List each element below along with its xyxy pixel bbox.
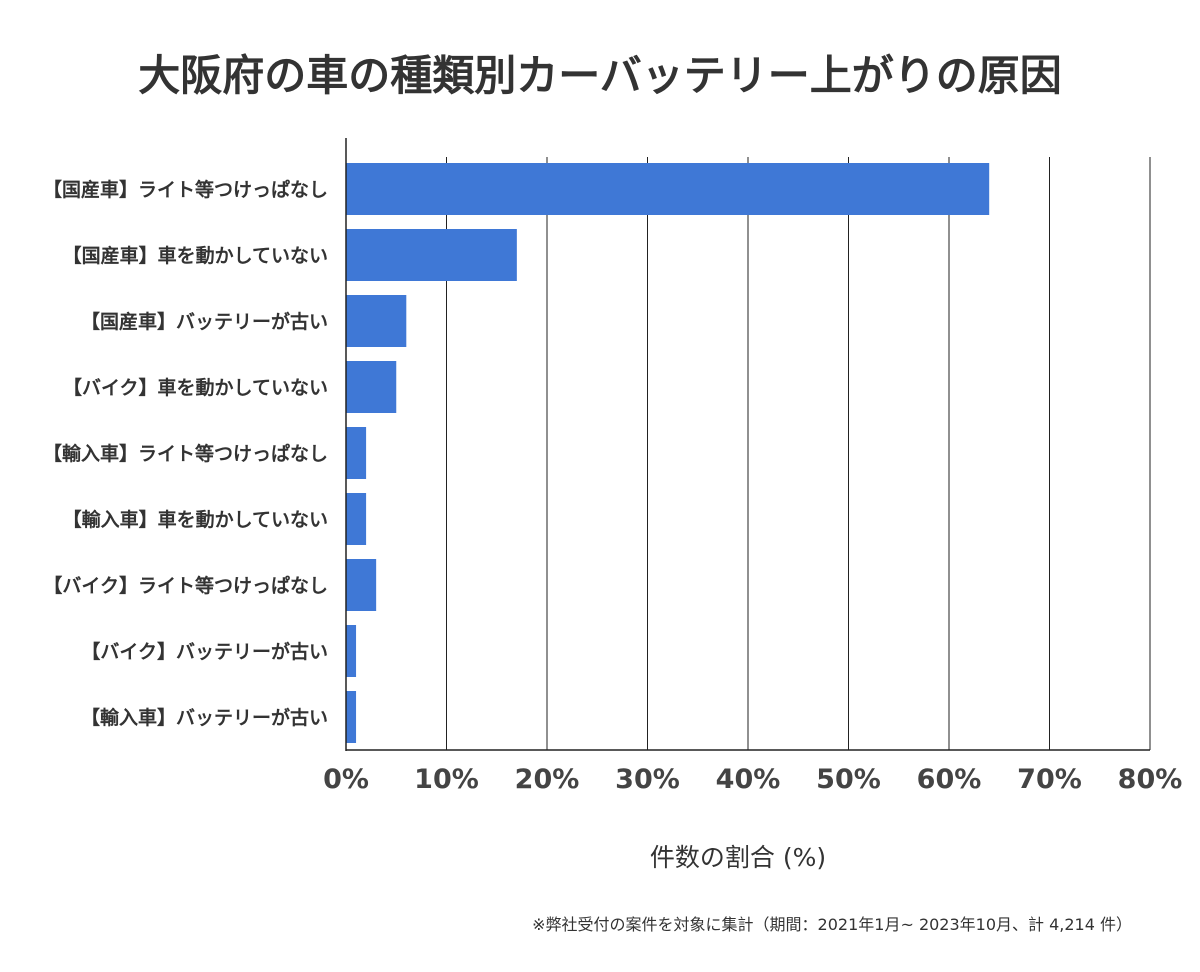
category-label: 【国産車】車を動かしていない <box>63 244 328 267</box>
gridlines <box>446 157 1151 750</box>
x-tick-labels: 0% 10% 20% 30% 40% 50% 60% 70% 80% <box>323 764 1182 795</box>
bar <box>346 493 367 545</box>
x-tick-label: 20% <box>515 764 580 795</box>
x-tick-label: 10% <box>414 764 479 795</box>
category-label: 【輸入車】車を動かしていない <box>63 508 328 531</box>
category-label: 【国産車】バッテリーが古い <box>81 310 328 333</box>
x-tick-label: 70% <box>1017 764 1082 795</box>
x-tick-label: 0% <box>323 764 369 795</box>
bar <box>346 559 377 611</box>
category-label: 【バイク】ライト等つけっぱなし <box>43 574 328 597</box>
bar <box>346 691 357 743</box>
footnote: ※弊社受付の案件を対象に集計（期間：2021年1月~ 2023年10月、計 4,… <box>532 915 1132 934</box>
bars <box>346 163 990 743</box>
x-tick-label: 50% <box>816 764 881 795</box>
chart-title: 大阪府の車の種類別カーバッテリー上がりの原因 <box>138 51 1062 100</box>
x-tick-label: 60% <box>917 764 982 795</box>
category-label: 【バイク】バッテリーが古い <box>81 640 328 663</box>
category-labels: 【国産車】ライト等つけっぱなし【国産車】車を動かしていない【国産車】バッテリーが… <box>43 178 328 729</box>
bar <box>346 295 407 347</box>
bar <box>346 229 517 281</box>
category-label: 【輸入車】ライト等つけっぱなし <box>43 442 328 465</box>
bar <box>346 361 397 413</box>
category-label: 【輸入車】バッテリーが古い <box>81 706 328 729</box>
x-axis-label: 件数の割合 (%) <box>650 843 826 872</box>
x-tick-label: 30% <box>615 764 680 795</box>
bar <box>346 427 367 479</box>
x-tick-label: 40% <box>716 764 781 795</box>
category-label: 【国産車】ライト等つけっぱなし <box>43 178 328 201</box>
bar <box>346 163 990 215</box>
bar <box>346 625 357 677</box>
category-label: 【バイク】車を動かしていない <box>63 376 328 399</box>
x-tick-label: 80% <box>1118 764 1183 795</box>
